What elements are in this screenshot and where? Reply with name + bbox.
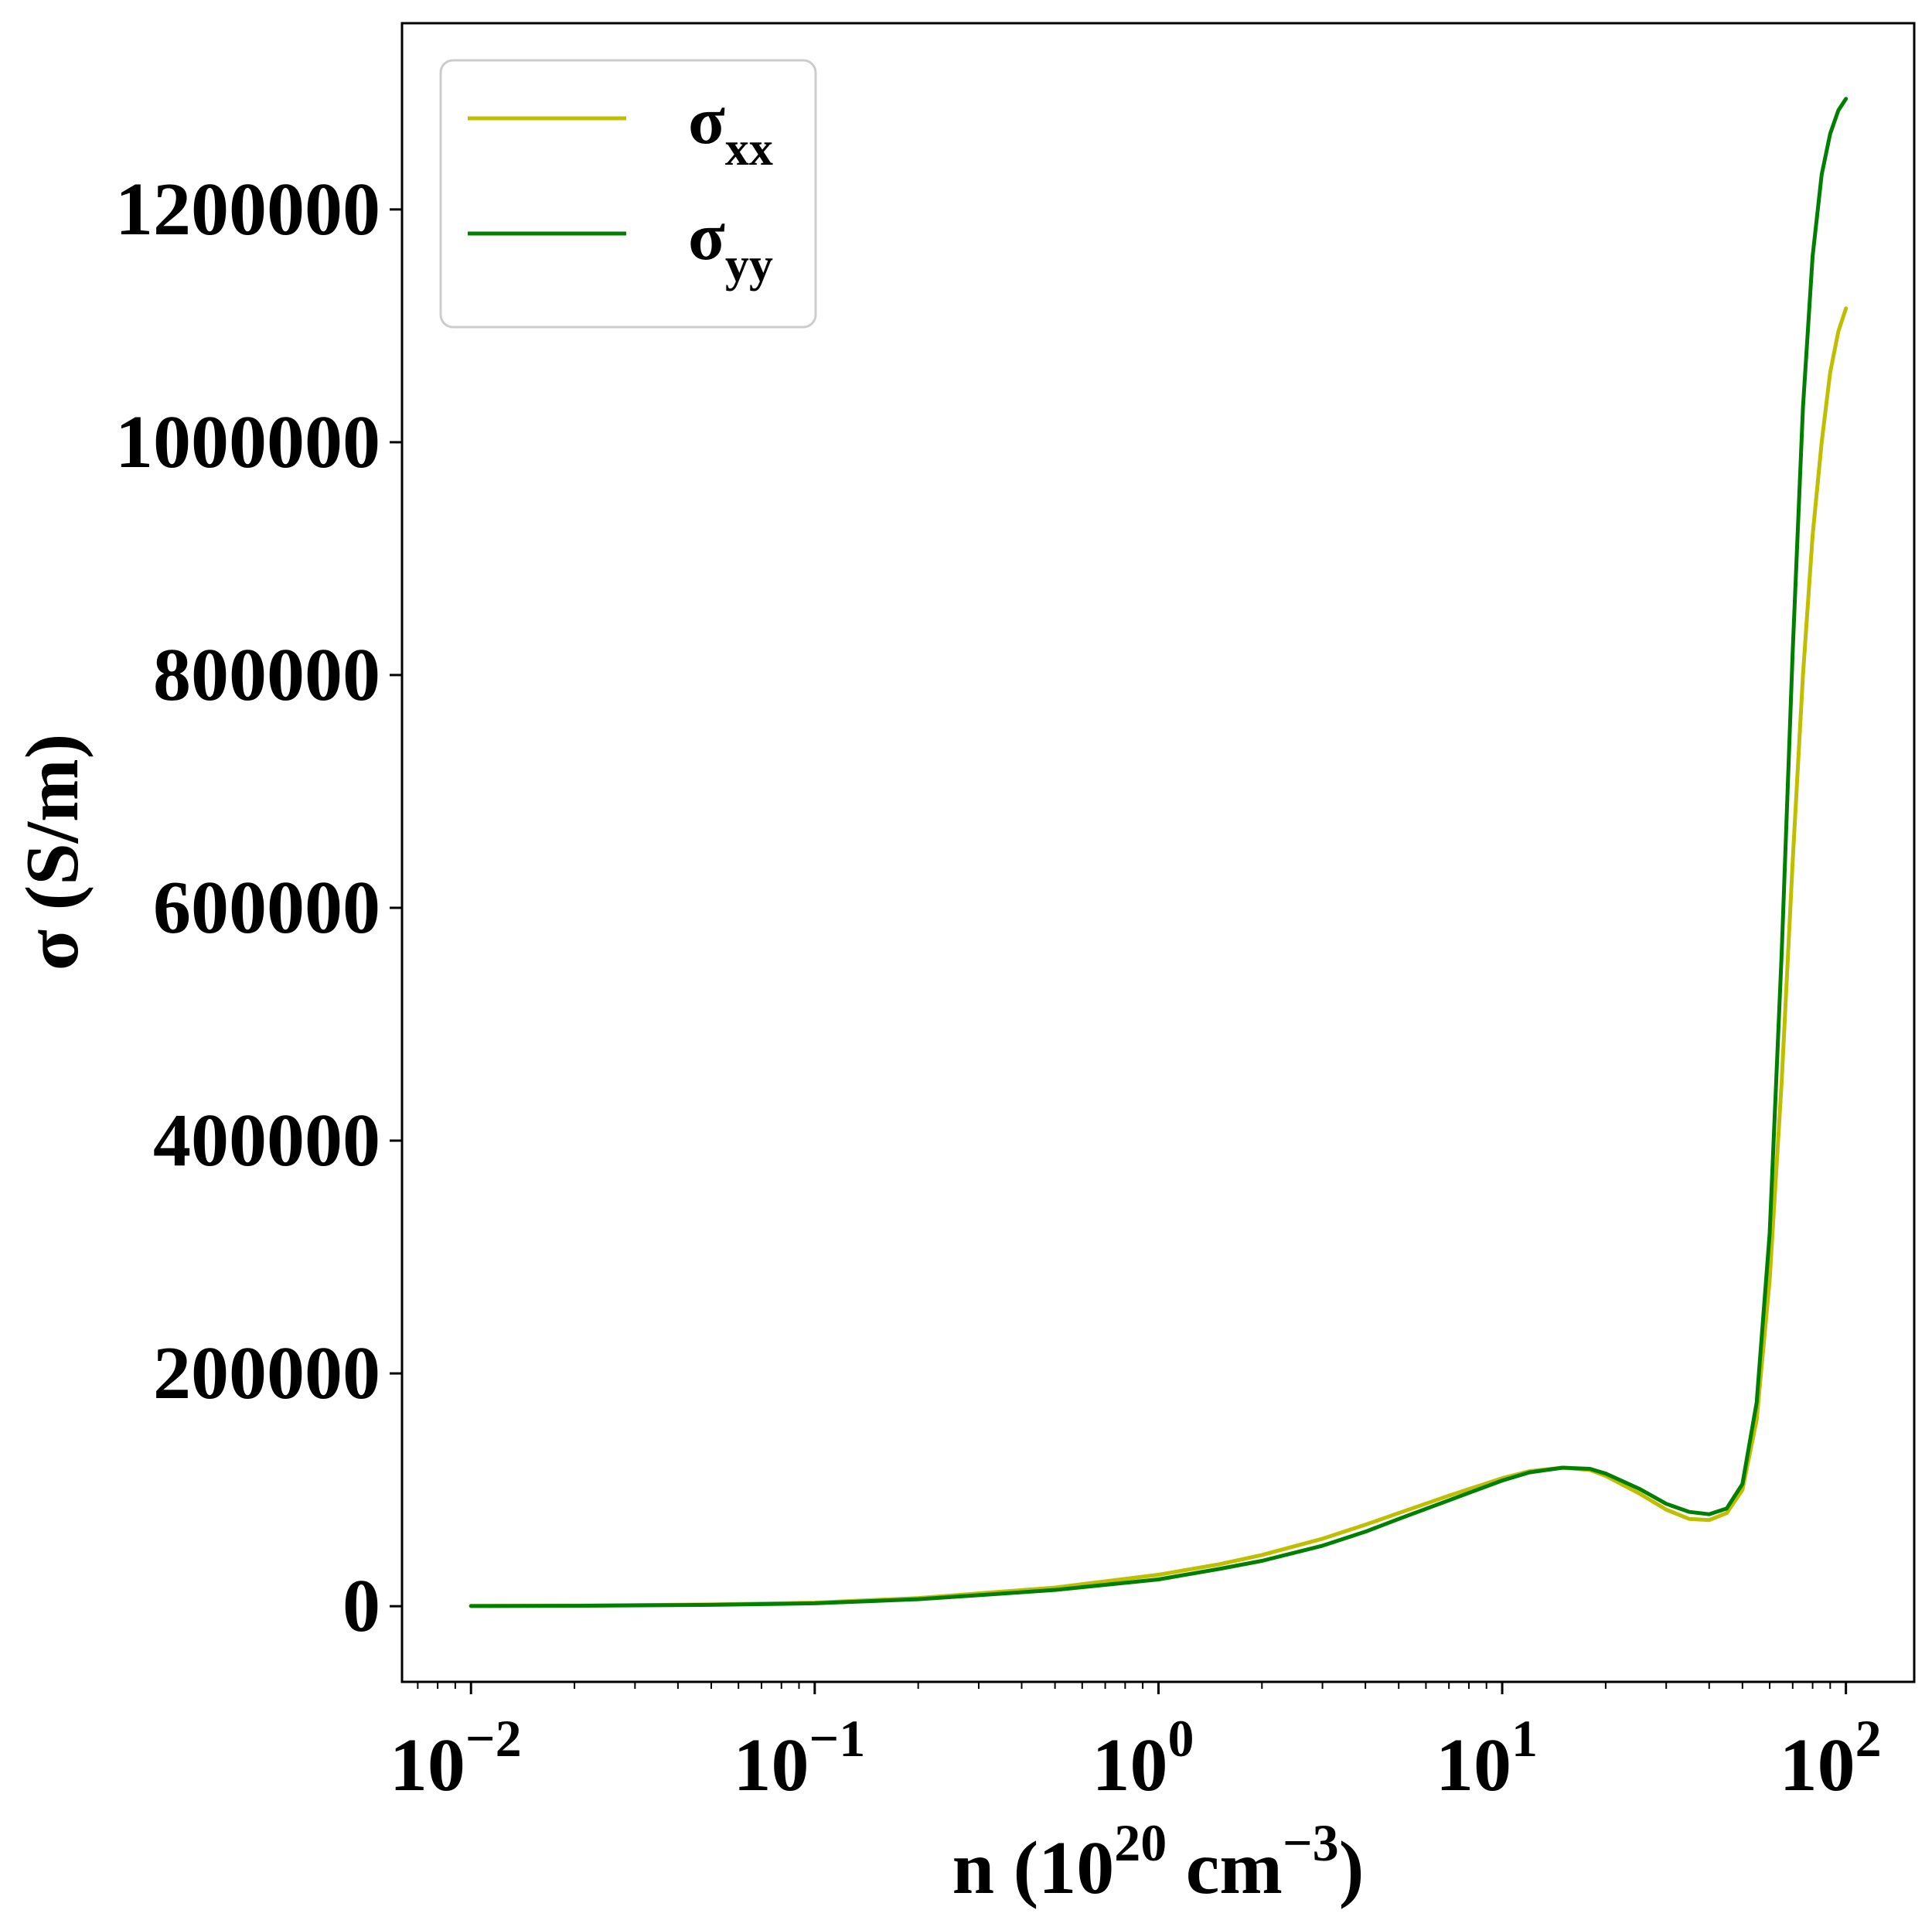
legend-label-sigma-xx-symbol: σ [688,84,725,159]
x-axis-label-sup2: −3 [1283,1813,1339,1872]
x-tick-label-4: 102 [1780,1709,1882,1807]
series-line-σyy [469,97,1849,1608]
y-tick-label-1: 200000 [153,1332,380,1415]
legend-label-sigma-yy: σyy [688,200,773,292]
series-layer [469,97,1849,1608]
y-axis-label: σ (S/m) [11,734,94,970]
y-tick-label-3: 600000 [153,866,380,950]
y-tick-label-5: 1000000 [115,401,380,484]
x-tick-label-2: 100 [1092,1709,1194,1807]
x-axis-label: n (1020 cm−3) [952,1813,1365,1910]
ticks-layer: 0 200000 400000 600000 800000 1000000 1200000 1… [115,168,1882,1807]
legend: σxx σyy [439,59,817,329]
x-axis-label-base: n (10 [952,1826,1115,1910]
legend-box [439,59,817,329]
y-tick-label-6: 1200000 [115,168,380,251]
x-axis-label-sup1: 20 [1114,1813,1167,1872]
legend-label-sigma-xx-subscript: xx [725,123,773,176]
legend-label-sigma-yy-subscript: yy [725,239,773,292]
legend-label-sigma-xx: σxx [688,84,773,176]
x-axis-label-end: ) [1339,1826,1365,1910]
x-axis-label-mid: cm [1167,1826,1283,1910]
plot-frame [400,22,1916,1683]
x-tick-label-3: 101 [1436,1709,1538,1807]
y-tick-label-2: 400000 [153,1099,380,1182]
x-tick-label-1: 10−1 [733,1709,865,1807]
series-line-σxx [469,306,1849,1608]
x-tick-label-0: 10−2 [390,1709,522,1807]
y-tick-label-4: 800000 [153,633,380,717]
legend-label-sigma-yy-symbol: σ [688,200,725,275]
y-tick-label-0: 0 [342,1564,380,1648]
